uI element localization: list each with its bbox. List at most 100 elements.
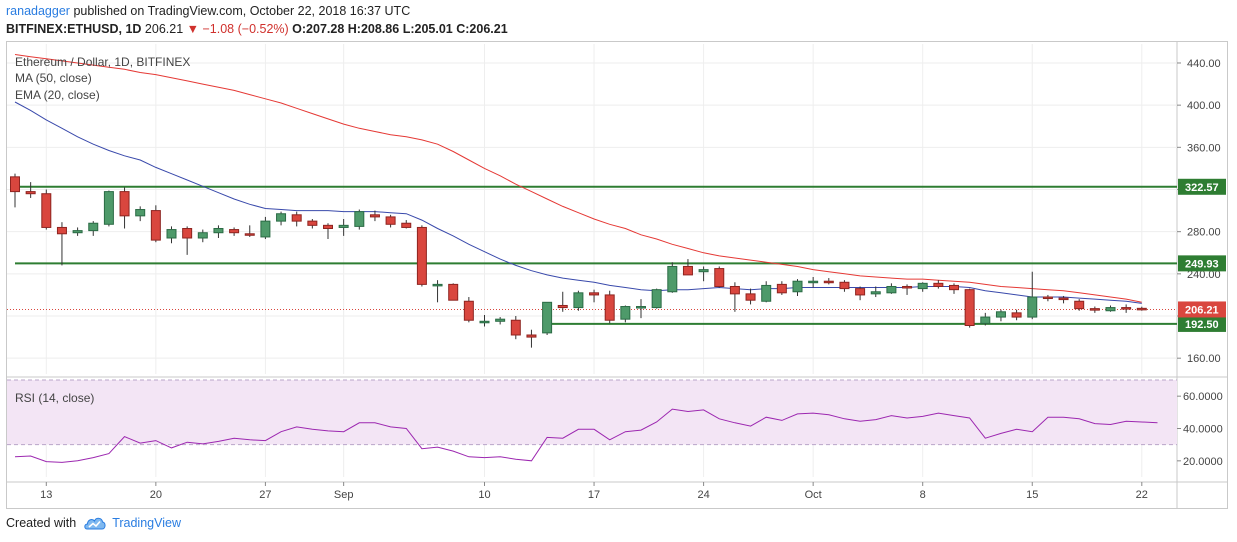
- ema20-line: [14, 101, 1142, 304]
- candle-body: [855, 288, 866, 296]
- price-chart[interactable]: 160.00200.00240.00280.00320.00360.00400.…: [7, 42, 1227, 508]
- candle-up: [1027, 271, 1038, 320]
- candle-up: [495, 317, 506, 325]
- candle-body: [448, 283, 459, 301]
- rsi-line: [14, 408, 1158, 463]
- candles: [10, 173, 1147, 348]
- candle-up: [1105, 305, 1116, 312]
- open-label: O:: [292, 22, 307, 36]
- candle-body: [10, 176, 20, 193]
- candle-body: [995, 311, 1006, 318]
- candle-up: [792, 279, 803, 296]
- candle-down: [463, 297, 474, 323]
- candle-body: [1121, 307, 1132, 310]
- published-text: published on TradingView.com, October 22…: [73, 4, 411, 18]
- candle-body: [463, 300, 474, 321]
- price-tick-label: 400.00: [1187, 100, 1221, 112]
- candle-body: [88, 222, 99, 232]
- candle-body: [166, 229, 177, 239]
- candle-down: [307, 219, 318, 229]
- rsi-band: [7, 380, 1177, 445]
- candle-up: [980, 312, 991, 326]
- candle-up: [103, 190, 114, 227]
- candle-down: [448, 283, 459, 301]
- candle-body: [902, 285, 913, 289]
- candle-up: [72, 227, 83, 236]
- chart-frame[interactable]: 160.00200.00240.00280.00320.00360.00400.…: [6, 41, 1228, 509]
- candle-down: [385, 214, 396, 228]
- candle-up: [88, 221, 99, 236]
- candle-down: [369, 210, 380, 222]
- candle-down: [229, 227, 240, 236]
- candle-body: [808, 280, 819, 284]
- candle-down: [855, 286, 866, 301]
- candle-down: [1074, 299, 1085, 311]
- candle-down: [1121, 304, 1132, 313]
- time-tick-label: 22: [1136, 489, 1148, 501]
- candle-body: [761, 284, 772, 302]
- price-tick-label: 160.00: [1187, 353, 1221, 365]
- author-link[interactable]: ranadagger: [6, 4, 70, 18]
- high-value: 208.86: [360, 22, 400, 36]
- candle-up: [338, 219, 349, 236]
- candle-down: [557, 291, 568, 312]
- candle-down: [41, 189, 52, 230]
- candle-down: [964, 288, 975, 328]
- time-tick-label: 27: [259, 489, 271, 501]
- price-tick-label: 360.00: [1187, 142, 1221, 154]
- candle-body: [1074, 300, 1085, 310]
- legend-ema20: EMA (20, close): [15, 88, 100, 102]
- candle-up: [276, 211, 287, 226]
- candle-body: [307, 220, 318, 226]
- candle-up: [886, 283, 897, 294]
- candle-body: [150, 210, 161, 241]
- rsi-title: RSI (14, close): [15, 391, 94, 405]
- candle-body: [714, 268, 725, 287]
- candle-body: [1089, 308, 1100, 311]
- candle-body: [25, 191, 36, 195]
- candle-body: [604, 294, 615, 321]
- candle-body: [323, 224, 333, 230]
- candle-body: [385, 216, 396, 225]
- candle-body: [432, 283, 443, 287]
- tradingview-cloud-icon: [84, 517, 106, 530]
- candle-body: [1058, 297, 1069, 301]
- candle-body: [197, 232, 208, 239]
- candle-down: [510, 316, 521, 340]
- tradingview-link[interactable]: TradingView: [84, 516, 181, 530]
- candle-up: [479, 314, 490, 327]
- tradingview-brand: TradingView: [112, 516, 181, 530]
- candle-down: [119, 187, 130, 229]
- candle-down: [244, 225, 255, 237]
- level-label: 322.57: [1185, 182, 1219, 194]
- candle-body: [1042, 296, 1053, 300]
- candle-body: [776, 283, 787, 294]
- time-tick-label: 20: [150, 489, 162, 501]
- candle-body: [291, 214, 302, 222]
- candle-down: [1136, 306, 1147, 311]
- candle-up: [808, 277, 819, 288]
- ticker-symbol: BITFINEX:ETHUSD, 1D: [6, 22, 142, 36]
- last-price: 206.21: [144, 22, 184, 36]
- candle-body: [823, 280, 834, 284]
- candle-body: [1027, 296, 1038, 318]
- publish-info: ranadagger published on TradingView.com,…: [6, 4, 410, 18]
- candle-down: [682, 259, 693, 276]
- candle-body: [651, 289, 662, 309]
- candle-down: [182, 226, 193, 255]
- candle-down: [323, 223, 333, 240]
- candle-down: [949, 283, 959, 294]
- candle-down: [1042, 294, 1053, 302]
- candle-body: [542, 301, 553, 334]
- time-axis: 13 20 27 Sep 10 17 24 Oct 8 15 22: [40, 482, 1148, 501]
- candle-body: [557, 304, 568, 309]
- candle-body: [698, 269, 709, 273]
- candle-body: [745, 293, 756, 301]
- candle-down: [839, 280, 850, 292]
- candle-up: [870, 286, 881, 298]
- candle-body: [839, 281, 850, 290]
- candle-body: [479, 320, 490, 324]
- price-change: −1.08 (−0.52%): [202, 22, 289, 36]
- candle-down: [401, 220, 412, 229]
- candle-body: [1136, 307, 1147, 311]
